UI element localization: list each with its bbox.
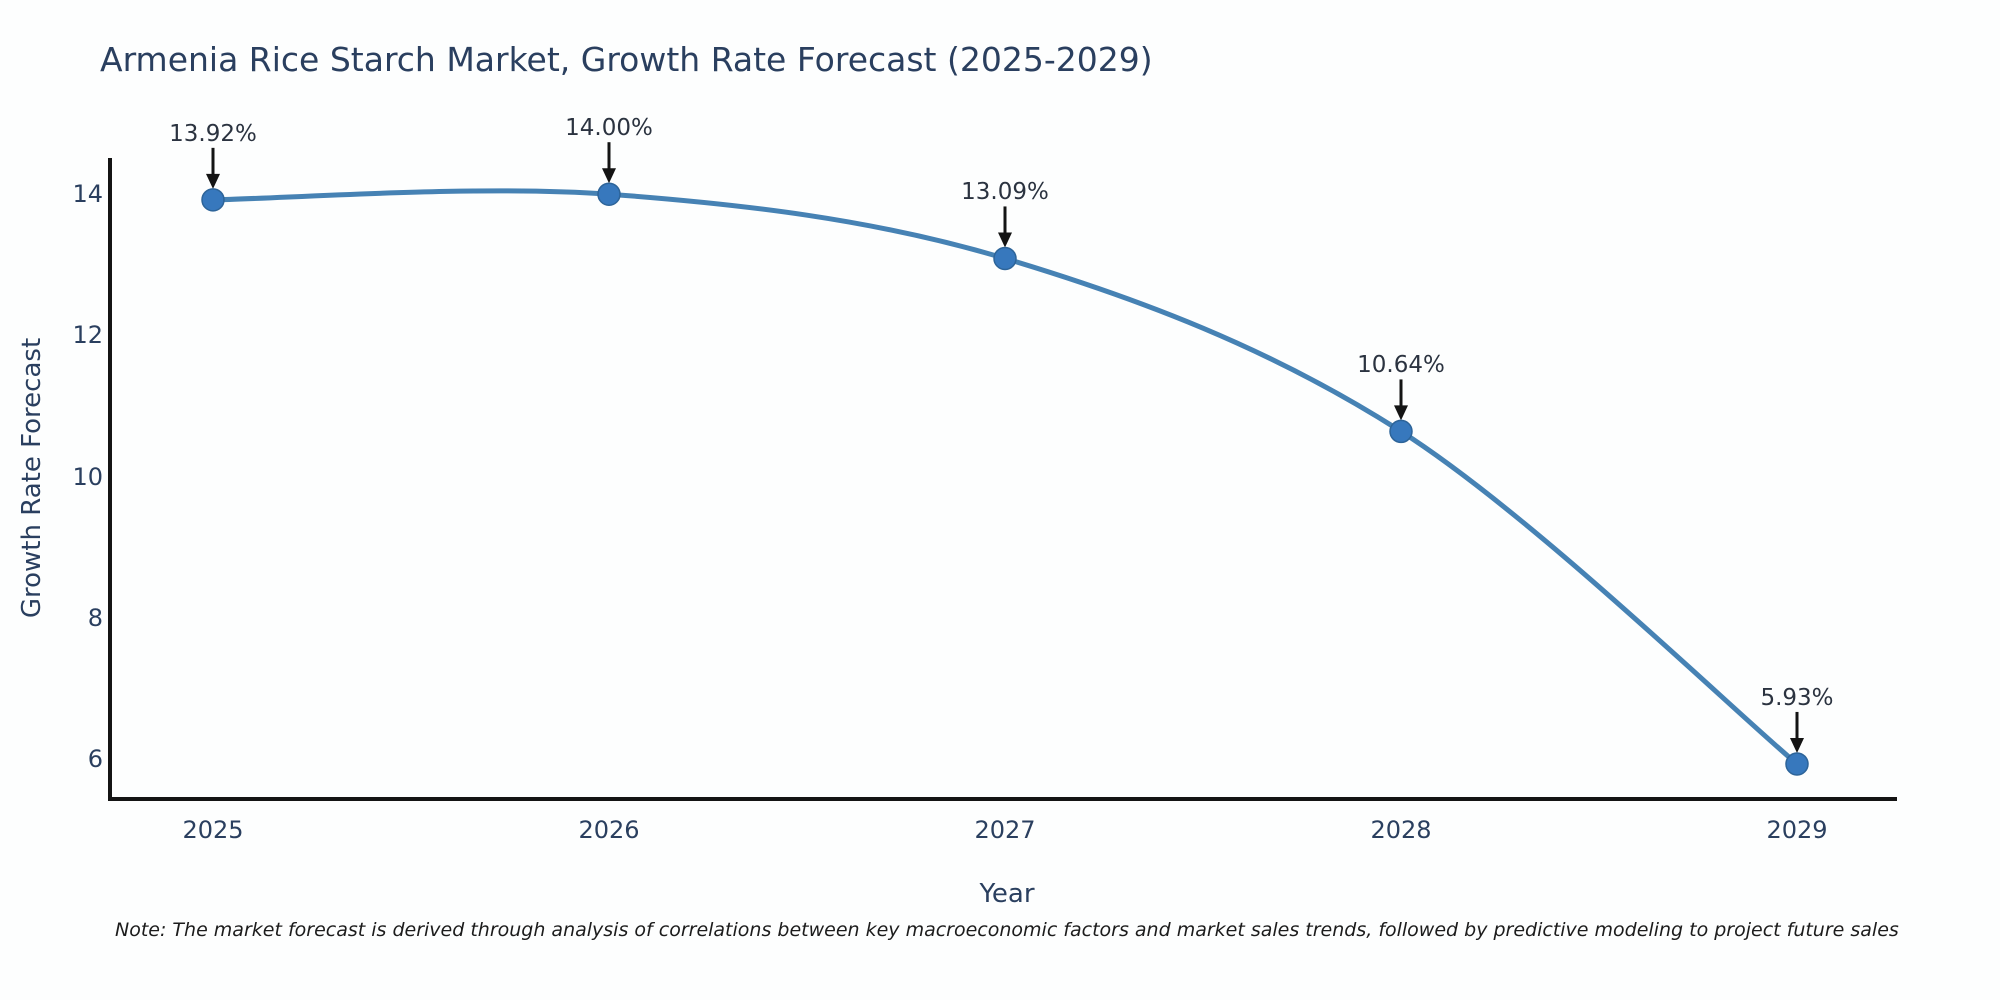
x-tick-label: 2029 bbox=[1766, 816, 1828, 844]
point-value-label: 10.64% bbox=[1357, 352, 1445, 379]
y-tick-label: 14 bbox=[72, 180, 103, 209]
point-value-label: 14.00% bbox=[565, 115, 653, 142]
footnote: Note: The market forecast is derived thr… bbox=[115, 919, 1899, 941]
x-tick-label: 2026 bbox=[578, 816, 640, 844]
annotation-arrowhead-icon bbox=[1394, 405, 1408, 421]
data-point-marker-2027[interactable] bbox=[993, 246, 1017, 271]
annotation-arrowhead-icon bbox=[998, 232, 1012, 248]
annotation-arrowhead-icon bbox=[206, 173, 220, 189]
y-tick-label: 10 bbox=[72, 462, 103, 491]
point-value-label: 5.93% bbox=[1760, 684, 1834, 711]
trend-line bbox=[210, 188, 1800, 767]
x-tick-label: 2028 bbox=[1370, 816, 1432, 844]
point-value-label: 13.09% bbox=[961, 179, 1049, 206]
point-value-label: 13.92% bbox=[169, 120, 257, 147]
y-tick-label: 8 bbox=[87, 603, 103, 632]
y-tick-label: 12 bbox=[72, 321, 103, 350]
x-tick-label: 2027 bbox=[974, 816, 1036, 844]
data-point-marker-2029[interactable] bbox=[1785, 752, 1809, 776]
data-point-marker-2028[interactable] bbox=[1389, 419, 1413, 444]
y-tick-label: 6 bbox=[87, 745, 103, 773]
x-tick-label: 2025 bbox=[182, 816, 244, 844]
x-axis-title: Year bbox=[979, 879, 1035, 909]
annotation-arrowhead-icon bbox=[1790, 737, 1804, 753]
data-point-marker-2026[interactable] bbox=[597, 182, 621, 206]
data-point-marker-2025[interactable] bbox=[201, 188, 225, 212]
chart-title: Armenia Rice Starch Market, Growth Rate … bbox=[100, 40, 1153, 79]
annotation-arrowhead-icon bbox=[602, 168, 616, 184]
